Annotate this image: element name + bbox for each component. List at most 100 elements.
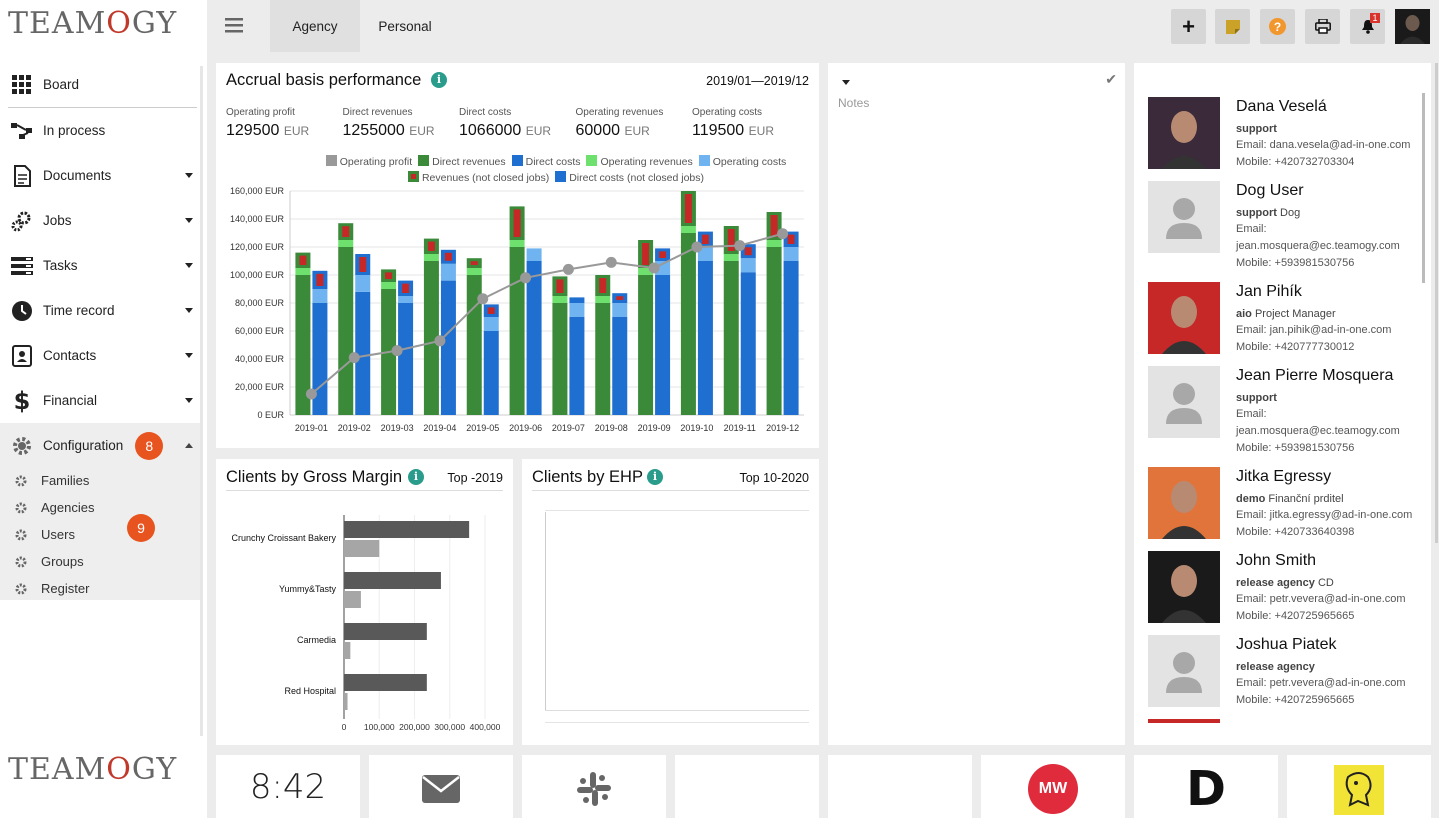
contact-name[interactable]: Jitka Egressy xyxy=(1236,468,1332,485)
contact-item[interactable]: Dog User support Dog Email: jean.mosquera@e… xyxy=(1134,181,1424,281)
hamburger-menu-icon[interactable] xyxy=(225,18,243,38)
operating-profit-point[interactable] xyxy=(691,241,703,253)
chevron-down-icon[interactable] xyxy=(185,353,193,358)
operating-profit-point[interactable] xyxy=(605,256,617,268)
bar-operating-revenues[interactable] xyxy=(466,268,482,275)
contact-name[interactable]: Joshua Piatek xyxy=(1236,636,1337,653)
bar-gross-margin-secondary[interactable] xyxy=(344,540,380,557)
chevron-down-icon[interactable] xyxy=(185,308,193,313)
contact-name[interactable]: Dana Veselá xyxy=(1236,98,1327,115)
ehp-filter[interactable]: Top 10-2020 xyxy=(739,471,809,485)
bar-direct-costs[interactable] xyxy=(740,272,756,415)
contact-item[interactable]: Joshua Piatek release agency Email: petr.… xyxy=(1134,635,1424,719)
bar-operating-revenues[interactable] xyxy=(595,296,611,303)
chevron-down-icon[interactable] xyxy=(185,173,193,178)
bar-direct-costs[interactable] xyxy=(355,291,371,415)
operating-profit-point[interactable] xyxy=(648,262,660,274)
mail-tile[interactable] xyxy=(369,755,513,818)
legend-item[interactable]: Operating revenues xyxy=(586,155,693,168)
legend-item[interactable]: Operating profit xyxy=(325,155,412,168)
bar-direct-revenues[interactable] xyxy=(638,275,654,415)
operating-profit-point[interactable] xyxy=(562,263,574,275)
sidebar-item-in-process[interactable]: In process xyxy=(0,108,197,153)
sidebar-subitem-groups[interactable]: Groups xyxy=(0,548,197,575)
contact-mobile[interactable]: Mobile: +420777730012 xyxy=(1236,341,1355,353)
chevron-up-icon[interactable] xyxy=(185,443,193,448)
bar-direct-revenues[interactable] xyxy=(552,303,568,415)
legend-item[interactable]: Direct costs (not closed jobs) xyxy=(555,171,704,184)
gross-margin-bar-chart[interactable]: 0 100,000 200,000 300,000 400,000 Crunchy Cro… xyxy=(216,499,513,739)
slack-tile[interactable] xyxy=(522,755,666,818)
bar-operating-revenues[interactable] xyxy=(509,240,525,247)
contact-item[interactable]: Jan Pihík aio Project Manager Email: jan.p… xyxy=(1134,282,1424,366)
bar-gross-margin[interactable] xyxy=(344,521,470,538)
contact-email[interactable]: Email: petr.vevera@ad-in-one.com xyxy=(1236,593,1406,605)
contact-mobile[interactable]: Mobile: +420725965665 xyxy=(1236,694,1355,706)
contact-email[interactable]: jean.mosquera@ec.teamogy.com xyxy=(1236,240,1400,252)
sidebar-item-contacts[interactable]: Contacts xyxy=(0,333,197,378)
gross-margin-filter[interactable]: Top -2019 xyxy=(447,471,503,485)
contact-item[interactable]: John Smith release agency CD Email: petr.v… xyxy=(1134,551,1424,635)
legend-item[interactable]: Operating costs xyxy=(698,155,786,168)
contact-email[interactable]: Email: jitka.egressy@ad-in-one.com xyxy=(1236,509,1413,521)
page-scrollbar[interactable] xyxy=(1435,63,1438,543)
contact-mobile[interactable]: Mobile: +420725965665 xyxy=(1236,610,1355,622)
bar-gross-margin-secondary[interactable] xyxy=(344,693,348,710)
bar-operating-costs[interactable] xyxy=(483,317,499,331)
contact-name[interactable]: Jan Pihík xyxy=(1236,283,1302,300)
sidebar-item-financial[interactable]: $ Financial xyxy=(0,378,197,423)
bar-direct-revenues[interactable] xyxy=(338,247,354,415)
bar-gross-margin-secondary[interactable] xyxy=(344,642,351,659)
bar-gross-margin-secondary[interactable] xyxy=(344,591,361,608)
chevron-down-icon[interactable] xyxy=(185,218,193,223)
contacts-scrollbar[interactable] xyxy=(1422,93,1425,283)
bar-operating-costs[interactable] xyxy=(526,248,542,261)
accrual-bar-chart[interactable]: 0 EUR 20,000 EUR 40,000 EUR 60,000 EUR 80,00… xyxy=(216,183,819,443)
chevron-down-icon[interactable] xyxy=(185,263,193,268)
contact-email[interactable]: Email: jan.pihik@ad-in-one.com xyxy=(1236,324,1392,336)
bar-direct-revenues[interactable] xyxy=(680,233,696,415)
sticky-note-button[interactable] xyxy=(1215,9,1250,44)
bar-direct-revenues[interactable] xyxy=(595,303,611,415)
operating-profit-point[interactable] xyxy=(734,240,746,252)
bar-direct-costs[interactable] xyxy=(398,303,414,415)
bar-direct-costs[interactable] xyxy=(440,280,456,415)
operating-profit-point[interactable] xyxy=(434,335,446,347)
bar-operating-costs[interactable] xyxy=(569,303,585,317)
legend-item[interactable]: Direct revenues xyxy=(418,155,506,168)
bar-operating-costs[interactable] xyxy=(612,303,628,317)
operating-profit-point[interactable] xyxy=(520,272,532,284)
bar-operating-revenues[interactable] xyxy=(766,240,782,247)
sidebar-item-documents[interactable]: Documents xyxy=(0,153,197,198)
info-icon[interactable]: i xyxy=(408,469,424,485)
bar-operating-costs[interactable] xyxy=(783,247,799,261)
sidebar-subitem-users[interactable]: Users xyxy=(0,521,197,548)
contact-email[interactable]: jean.mosquera@ec.teamogy.com xyxy=(1236,425,1400,437)
sidebar-item-time-record[interactable]: Time record xyxy=(0,288,197,333)
contact-name[interactable]: John Smith xyxy=(1236,552,1317,569)
bar-direct-costs[interactable] xyxy=(697,261,713,415)
mw-tile[interactable]: MW xyxy=(981,755,1125,818)
d-tile[interactable]: D xyxy=(1134,755,1278,818)
bar-operating-revenues[interactable] xyxy=(638,268,654,275)
lions-tile[interactable] xyxy=(1287,755,1431,818)
bar-operating-revenues[interactable] xyxy=(338,240,354,247)
bar-direct-costs[interactable] xyxy=(526,261,542,415)
contact-email[interactable]: Email: dana.vesela@ad-in-one.com xyxy=(1236,139,1411,151)
empty-tile[interactable] xyxy=(828,755,972,818)
empty-tile[interactable] xyxy=(675,755,819,818)
contact-mobile[interactable]: Mobile: +420733640398 xyxy=(1236,526,1355,538)
bar-direct-costs[interactable] xyxy=(612,317,628,415)
check-icon[interactable]: ✔ xyxy=(1105,71,1117,87)
contact-mobile[interactable]: Mobile: +593981530756 xyxy=(1236,442,1355,454)
clock-tile[interactable]: 8:42 xyxy=(216,755,360,818)
info-icon[interactable]: i xyxy=(647,469,663,485)
bar-direct-revenues[interactable] xyxy=(509,247,525,415)
bar-operating-revenues[interactable] xyxy=(381,282,397,289)
bar-operating-revenues[interactable] xyxy=(680,226,696,233)
sidebar-item-board[interactable]: Board xyxy=(0,62,197,107)
info-icon[interactable]: i xyxy=(431,72,447,88)
add-button[interactable]: + xyxy=(1171,9,1206,44)
bar-direct-revenues[interactable] xyxy=(723,261,739,415)
contact-item[interactable]: Jitka Egressy demo Finanční prditel Email:… xyxy=(1134,467,1424,551)
